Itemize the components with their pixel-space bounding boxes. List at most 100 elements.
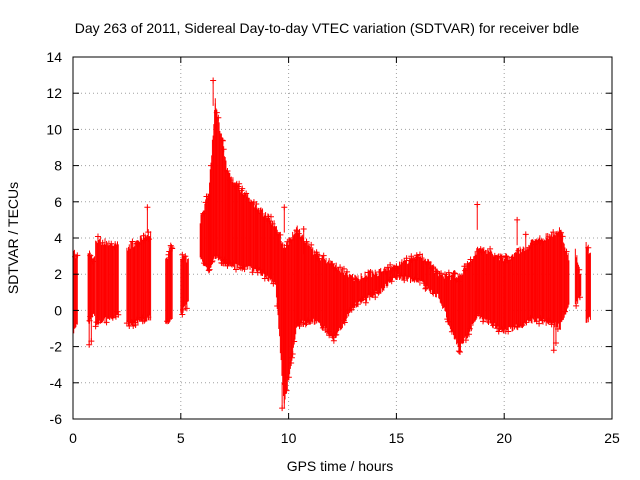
data-point xyxy=(74,252,81,259)
data-point xyxy=(233,266,240,273)
x-tick-label: 0 xyxy=(69,430,77,446)
y-tick-label: 6 xyxy=(54,194,62,210)
y-tick-label: 0 xyxy=(54,302,62,318)
data-point xyxy=(308,241,315,248)
data-point xyxy=(215,114,222,121)
data-point xyxy=(333,331,340,338)
data-point xyxy=(462,337,469,344)
data-point xyxy=(487,245,494,252)
data-point xyxy=(480,318,487,325)
y-tick-label: 2 xyxy=(54,266,62,282)
data-point xyxy=(206,266,213,273)
data-point xyxy=(277,231,284,238)
data-point xyxy=(261,275,268,282)
data-point xyxy=(303,238,310,245)
data-point xyxy=(559,233,566,240)
data-point xyxy=(87,252,94,259)
data-point xyxy=(289,351,296,358)
data-point xyxy=(209,257,216,264)
data-point-outlier xyxy=(88,338,95,345)
data-point xyxy=(169,245,176,252)
y-tick-label: 12 xyxy=(46,85,62,101)
data-point xyxy=(445,269,452,276)
data-point-outlier xyxy=(86,341,93,348)
tick-labels: 0 5 10 15 20 25 -6 -4 -2 0 2 4 6 8 10 12 14 xyxy=(46,49,620,446)
data-point xyxy=(536,320,543,327)
data-point xyxy=(183,305,190,312)
y-tick-label: 4 xyxy=(54,230,62,246)
data-point xyxy=(451,269,458,276)
x-axis-label: GPS time / hours xyxy=(287,458,394,474)
data-point xyxy=(291,338,298,345)
data-point xyxy=(503,253,510,260)
data-point xyxy=(330,337,337,344)
data-point xyxy=(337,264,344,271)
data-point xyxy=(455,348,462,355)
data-point xyxy=(94,233,101,240)
data-point xyxy=(241,266,248,273)
x-tick-label: 25 xyxy=(604,430,620,446)
data-point xyxy=(332,265,339,272)
data-point-outlier xyxy=(550,347,557,354)
data-point xyxy=(168,244,175,251)
data-point-outlier xyxy=(210,77,217,84)
data-point xyxy=(585,244,592,251)
data-point xyxy=(109,314,116,321)
y-tick-label: 8 xyxy=(54,158,62,174)
x-tick-label: 10 xyxy=(281,430,297,446)
data-point xyxy=(115,311,122,318)
data-point xyxy=(239,185,246,192)
data-point-outlier xyxy=(279,405,286,412)
data-point xyxy=(295,230,302,237)
data-point xyxy=(550,229,557,236)
data-point xyxy=(403,255,410,262)
y-tick-label: 14 xyxy=(46,49,62,65)
data-point-outlier xyxy=(552,339,559,346)
data-point-outlier xyxy=(281,204,288,211)
data-point xyxy=(288,354,295,361)
data-point xyxy=(561,308,568,315)
data-point xyxy=(108,240,115,247)
data-point xyxy=(372,294,379,301)
data-point xyxy=(129,238,136,245)
data-point-outlier xyxy=(514,216,521,223)
y-tick-label: -4 xyxy=(50,375,63,391)
data-point xyxy=(224,168,231,175)
data-point xyxy=(220,146,227,153)
data-point xyxy=(558,229,565,236)
data-point xyxy=(236,180,243,187)
data-point xyxy=(167,242,174,249)
data-point xyxy=(179,251,186,258)
data-point xyxy=(452,270,459,277)
x-tick-label: 5 xyxy=(177,430,185,446)
data-point xyxy=(388,278,395,285)
axis-ticks xyxy=(72,56,613,420)
data-point-outlier xyxy=(144,204,151,211)
grid xyxy=(73,57,612,419)
y-axis-label: SDTVAR / TECUs xyxy=(5,182,21,294)
data-point-outlier xyxy=(474,201,481,208)
data-point xyxy=(438,270,445,277)
data-point xyxy=(505,328,512,335)
data-point xyxy=(341,319,348,326)
data-point xyxy=(340,265,347,272)
data-point xyxy=(408,253,415,260)
data-point xyxy=(573,302,580,309)
x-tick-label: 20 xyxy=(496,430,512,446)
data-point xyxy=(495,328,502,335)
data-point xyxy=(92,323,99,330)
data-point xyxy=(249,269,256,276)
data-point xyxy=(362,299,369,306)
data-point xyxy=(235,183,242,190)
data-point xyxy=(219,137,226,144)
data-point xyxy=(90,258,97,265)
data-point xyxy=(180,306,187,313)
data-point xyxy=(502,253,509,260)
data-point-outlier xyxy=(457,349,464,356)
data-point xyxy=(182,253,189,260)
data-point xyxy=(401,277,408,284)
data-point xyxy=(576,294,583,301)
data-point xyxy=(179,311,186,318)
data-point xyxy=(466,331,473,338)
